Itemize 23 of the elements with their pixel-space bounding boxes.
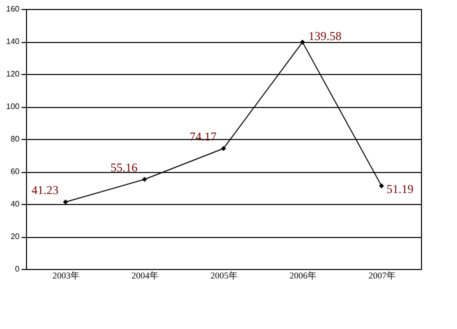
data-label: 55.16 [110, 160, 138, 174]
x-tick-label: 2005年 [210, 270, 238, 280]
y-tick-label: 40 [10, 200, 20, 208]
point [221, 146, 226, 151]
x-tick-label: 2007年 [368, 270, 396, 280]
point [63, 200, 68, 204]
y-tick-label: 100 [6, 102, 20, 111]
x-tick-label: 2006年 [290, 270, 316, 280]
y-tick-label: 80 [10, 134, 20, 144]
point [379, 183, 384, 188]
y-tick-label: 0 [15, 264, 20, 274]
data-label: 41.23 [32, 183, 58, 197]
data-label: 51.19 [386, 182, 414, 196]
y-tick-label: 120 [6, 70, 20, 78]
y-tick-label: 20 [10, 232, 20, 241]
y-tick-label: 140 [6, 37, 20, 46]
x-tick-label: 2003年 [52, 270, 80, 280]
y-tick-label: 160 [6, 4, 20, 14]
data-label: 139.58 [308, 29, 342, 44]
point [300, 40, 305, 45]
x-tick-label: 2004年 [132, 270, 158, 280]
y-tick-label: 60 [10, 167, 20, 176]
point [142, 176, 147, 182]
